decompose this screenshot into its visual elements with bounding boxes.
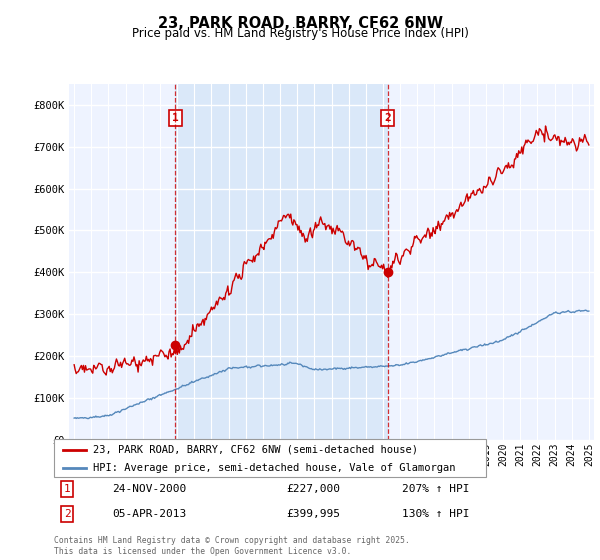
Text: 130% ↑ HPI: 130% ↑ HPI — [403, 509, 470, 519]
Text: 1: 1 — [172, 113, 179, 123]
Text: £399,995: £399,995 — [286, 509, 340, 519]
Text: 207% ↑ HPI: 207% ↑ HPI — [403, 484, 470, 494]
Text: £227,000: £227,000 — [286, 484, 340, 494]
Text: 05-APR-2013: 05-APR-2013 — [112, 509, 187, 519]
Text: Contains HM Land Registry data © Crown copyright and database right 2025.
This d: Contains HM Land Registry data © Crown c… — [54, 536, 410, 556]
Text: 23, PARK ROAD, BARRY, CF62 6NW (semi-detached house): 23, PARK ROAD, BARRY, CF62 6NW (semi-det… — [93, 445, 418, 455]
Text: 23, PARK ROAD, BARRY, CF62 6NW: 23, PARK ROAD, BARRY, CF62 6NW — [157, 16, 443, 31]
Text: 2: 2 — [64, 509, 71, 519]
Text: Price paid vs. HM Land Registry's House Price Index (HPI): Price paid vs. HM Land Registry's House … — [131, 27, 469, 40]
Bar — [175, 84, 388, 440]
FancyBboxPatch shape — [54, 439, 486, 477]
Text: HPI: Average price, semi-detached house, Vale of Glamorgan: HPI: Average price, semi-detached house,… — [93, 463, 455, 473]
Text: 2: 2 — [384, 113, 391, 123]
Text: 24-NOV-2000: 24-NOV-2000 — [112, 484, 187, 494]
Text: 1: 1 — [64, 484, 71, 494]
